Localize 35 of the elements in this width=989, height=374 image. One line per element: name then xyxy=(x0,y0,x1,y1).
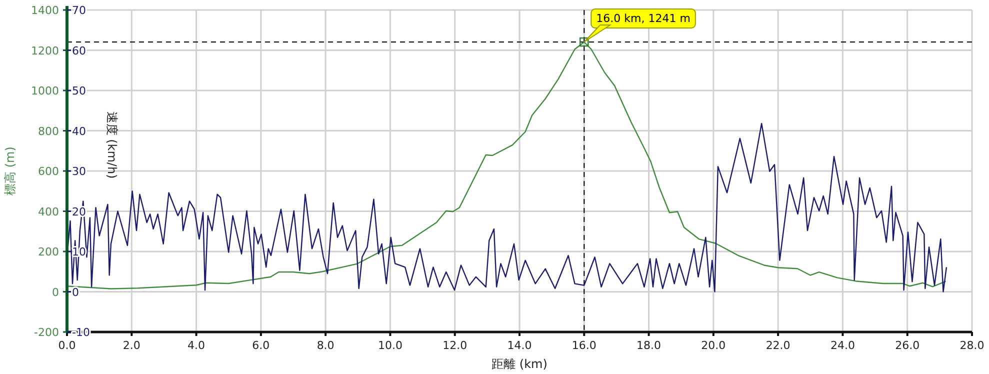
y-tick-label: 0 xyxy=(52,286,59,299)
y2-tick-label: 60 xyxy=(72,44,86,58)
y-tick-label: -200 xyxy=(34,326,59,339)
x-tick-label: 26.0 xyxy=(895,339,920,352)
y-tick-label: 400 xyxy=(38,205,59,218)
y2-axis-title: 速度 (km/h) xyxy=(105,111,119,179)
y-tick-label: 1200 xyxy=(31,44,59,58)
x-tick-label: 14.0 xyxy=(507,339,532,352)
y2-tick-label: 70 xyxy=(72,4,86,17)
x-tick-label: 0.0 xyxy=(58,339,76,352)
x-tick-label: 12.0 xyxy=(442,339,468,352)
x-tick-label: 2.0 xyxy=(122,339,140,352)
x-tick-label: 10.0 xyxy=(378,339,402,352)
y2-tick-label: 50 xyxy=(72,84,86,98)
x-tick-label: 24.0 xyxy=(830,339,855,352)
y2-tick-label: 0 xyxy=(72,286,79,299)
y-axis-title: 標高 (m) xyxy=(3,146,17,196)
x-tick-label: 8.0 xyxy=(316,339,334,352)
y2-tick-label: 30 xyxy=(72,165,86,178)
annotation: 16.0 km, 1241 m xyxy=(596,12,690,25)
x-axis-title: 距離 (km) xyxy=(492,357,548,371)
x-tick-label: 16.0 xyxy=(572,339,596,352)
x-tick-label: 6.0 xyxy=(252,339,270,352)
y-tick-label: 800 xyxy=(38,124,59,138)
y2-tick-label: 40 xyxy=(72,124,86,138)
y-tick-label: 1400 xyxy=(31,4,59,17)
y-tick-label: 200 xyxy=(38,246,59,258)
x-tick-label: 22.0 xyxy=(766,339,790,352)
x-tick-label: 20.0 xyxy=(701,339,726,352)
x-tick-label: 18.0 xyxy=(636,339,662,352)
x-tick-label: 4.0 xyxy=(188,339,206,352)
y2-tick-label: -10 xyxy=(72,326,90,339)
y-tick-label: 600 xyxy=(38,165,59,178)
y-tick-label: 1000 xyxy=(31,84,59,98)
x-tick-label: 28.0 xyxy=(960,339,984,352)
